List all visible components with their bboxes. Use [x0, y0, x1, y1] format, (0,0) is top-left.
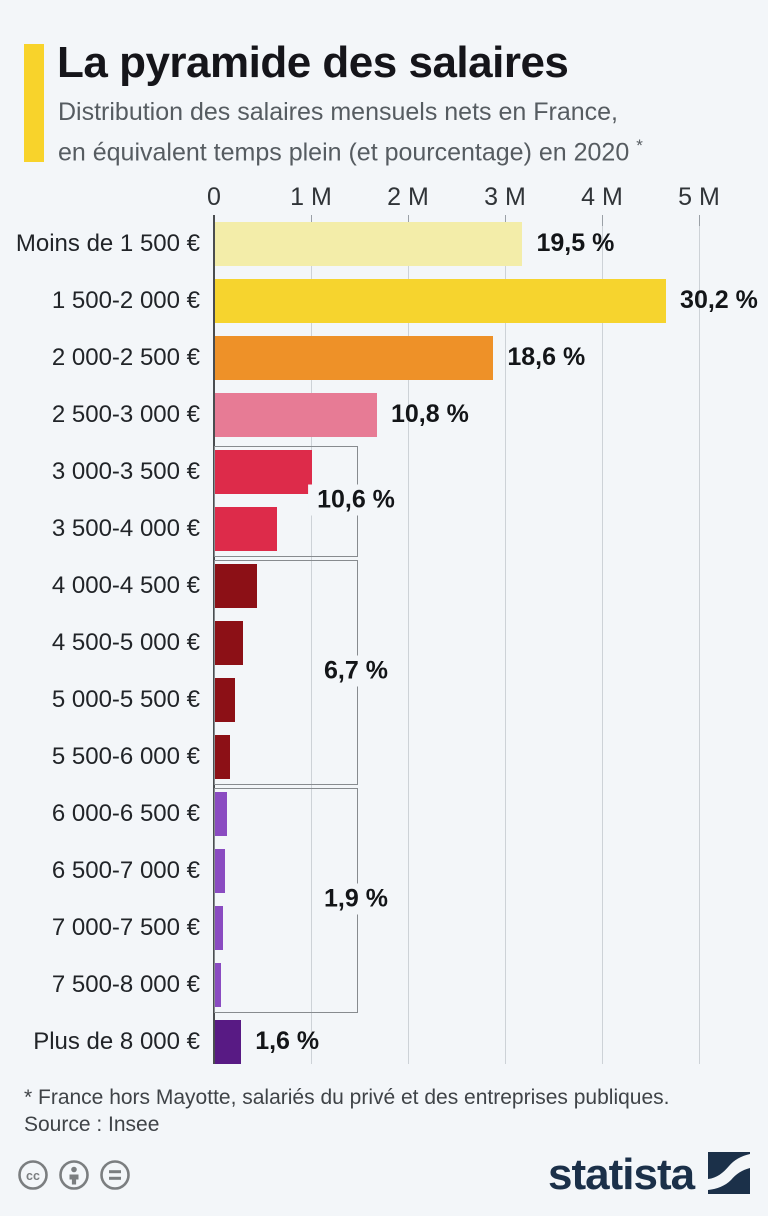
gridline [505, 215, 506, 1064]
category-label: Plus de 8 000 € [33, 1028, 200, 1055]
attribution-icon [57, 1158, 91, 1197]
axis-tick [699, 215, 700, 226]
bar-3-000-3-500- [215, 450, 312, 494]
category-label: 4 000-4 500 € [51, 572, 200, 599]
category-label: 7 000-7 500 € [51, 914, 200, 941]
category-label: Moins de 1 500 € [15, 230, 200, 257]
chart-source: Source : Insee [24, 1113, 160, 1136]
percent-label: 30,2 % [680, 286, 758, 314]
statista-brand: statista [548, 1150, 751, 1200]
bar-6-000-6-500- [215, 792, 227, 836]
license-icons: cc [16, 1158, 132, 1197]
gridline [602, 215, 603, 1064]
category-label: 5 500-6 000 € [51, 743, 200, 770]
subtitle-line1: Distribution des salaires mensuels nets … [58, 98, 618, 126]
category-label: 6 500-7 000 € [51, 857, 200, 884]
chart-footnote: * France hors Mayotte, salariés du privé… [24, 1086, 670, 1109]
group-percent-label: 1,9 % [315, 883, 397, 915]
equal-icon [98, 1158, 132, 1197]
category-label: 2 500-3 000 € [51, 401, 200, 428]
axis-tick-label: 4 M [581, 183, 623, 211]
bar-4-500-5-000- [215, 621, 244, 665]
percent-label: 18,6 % [507, 343, 586, 371]
bar-plus-de-8-000- [215, 1020, 242, 1064]
bar-5-500-6-000- [215, 735, 231, 779]
axis-tick-label: 5 M [678, 183, 720, 211]
cc-icon: cc [16, 1158, 50, 1197]
group-percent-label: 6,7 % [315, 655, 397, 687]
axis-tick-label: 1 M [290, 183, 332, 211]
category-label: 7 500-8 000 € [51, 971, 200, 998]
bar-6-500-7-000- [215, 849, 225, 893]
percent-label: 1,6 % [255, 1027, 320, 1055]
bar-7-000-7-500- [215, 906, 224, 950]
subtitle-line2: en équivalent temps plein (et pourcentag… [58, 138, 630, 167]
group-percent-label: 10,6 % [308, 484, 404, 516]
axis-tick-label: 3 M [484, 183, 526, 211]
bar-4-000-4-500- [215, 564, 257, 608]
accent-bar [24, 44, 44, 162]
axis-tick [602, 215, 603, 226]
axis-tick [311, 215, 312, 226]
category-label: 1 500-2 000 € [51, 287, 200, 314]
gridline [311, 215, 312, 1064]
category-label: 3 500-4 000 € [51, 515, 200, 542]
footnote-marker: * [636, 136, 643, 155]
svg-text:cc: cc [26, 1169, 40, 1183]
bar-5-000-5-500- [215, 678, 236, 722]
category-label: 6 000-6 500 € [51, 800, 200, 827]
axis-tick-label: 2 M [387, 183, 429, 211]
page-subtitle: Distribution des salaires mensuels nets … [58, 96, 643, 169]
bar-1-500-2-000- [215, 279, 667, 323]
bar-7-500-8-000- [215, 963, 222, 1007]
page-title: La pyramide des salaires [57, 38, 569, 87]
bar-2-000-2-500- [215, 336, 494, 380]
percent-label: 10,8 % [390, 400, 469, 428]
statista-logo-text: statista [548, 1150, 695, 1199]
gridline [408, 215, 409, 1064]
percent-label: 19,5 % [536, 229, 615, 257]
bar-moins-de-1-500- [215, 222, 523, 266]
category-label: 5 000-5 500 € [51, 686, 200, 713]
axis-tick-label: 0 [207, 183, 221, 211]
axis-tick [505, 215, 506, 226]
category-label: 3 000-3 500 € [51, 458, 200, 485]
axis-tick [408, 215, 409, 226]
category-label: 2 000-2 500 € [51, 344, 200, 371]
bar-2-500-3-000- [215, 393, 377, 437]
category-label: 4 500-5 000 € [51, 629, 200, 656]
bar-3-500-4-000- [215, 507, 278, 551]
gridline [699, 215, 700, 1064]
statista-logo-icon [708, 1151, 751, 1199]
